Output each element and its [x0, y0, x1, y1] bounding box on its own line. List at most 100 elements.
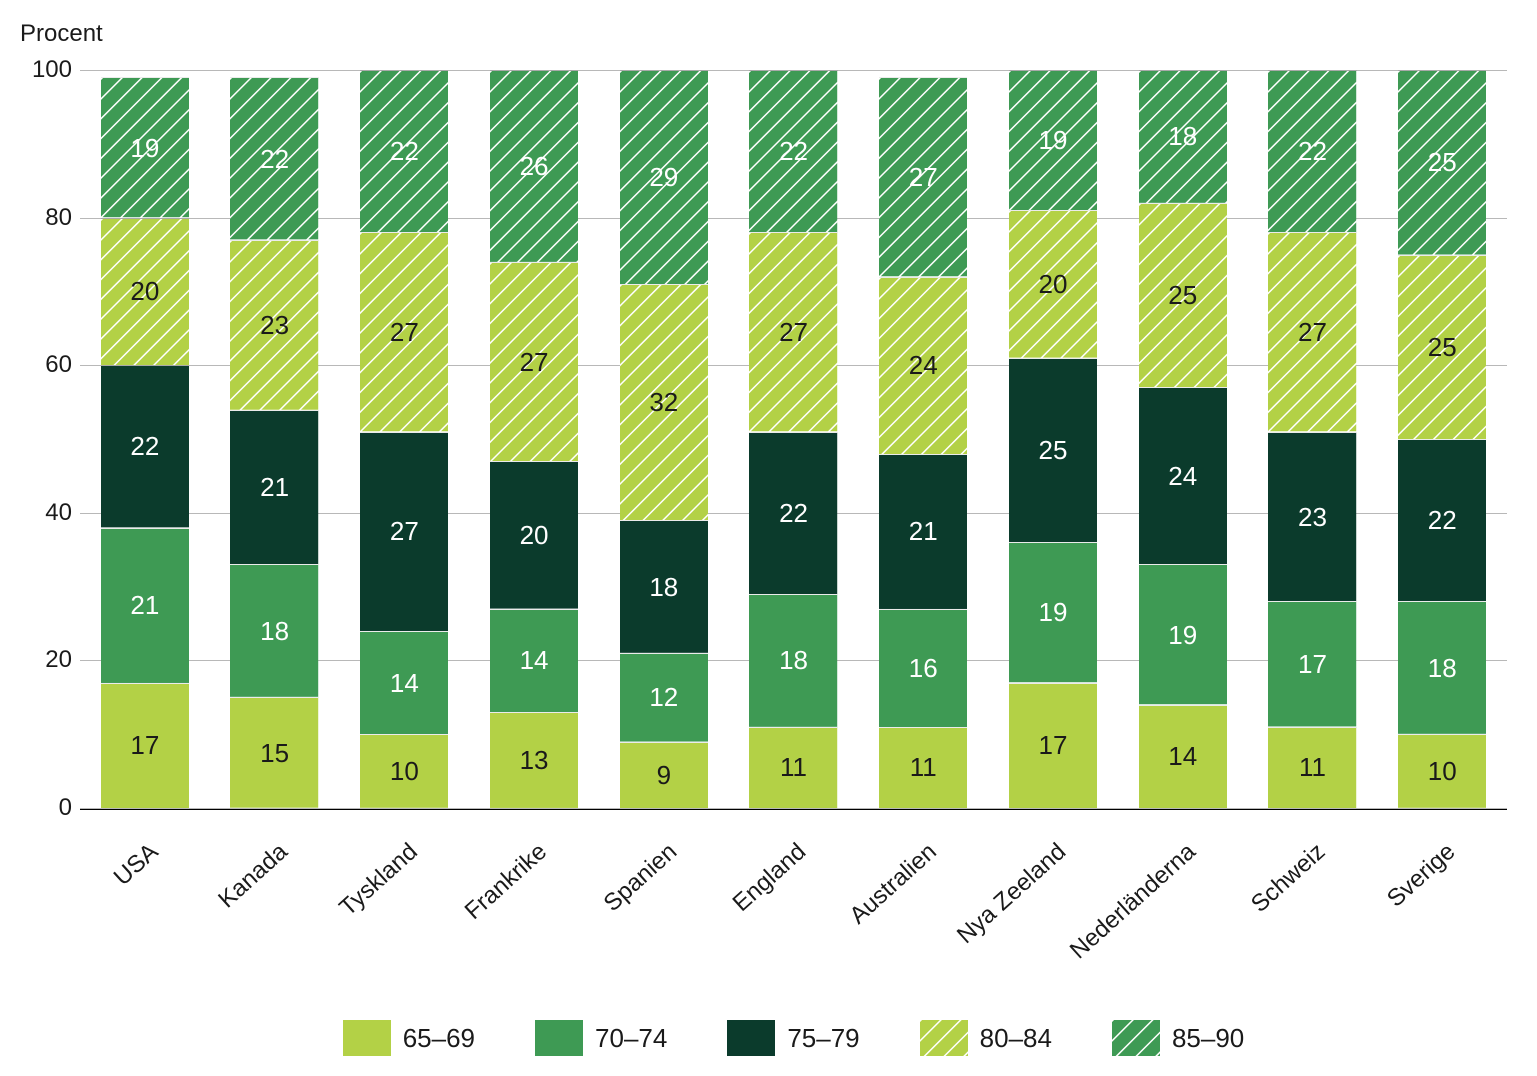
x-axis-labels: USAKanadaTysklandFrankrikeSpanienEngland… [80, 820, 1507, 990]
segment-value: 27 [1298, 317, 1327, 348]
segment-value: 24 [909, 350, 938, 381]
legend-label: 70–74 [595, 1023, 667, 1054]
bar-segment: 11 [879, 727, 967, 808]
plot-area: 1721222019151821232210142727221314202726… [80, 70, 1507, 810]
segment-value: 21 [260, 472, 289, 503]
bar-segment: 25 [1398, 255, 1486, 440]
bars-container: 1721222019151821232210142727221314202726… [80, 70, 1507, 808]
bar-segment: 19 [1139, 564, 1227, 704]
x-tick-label: Tyskland [339, 820, 469, 990]
bar-slot: 9 1218 32 29 [599, 70, 729, 808]
bar-segment: 26 [490, 70, 578, 262]
segment-value: 10 [1428, 756, 1457, 787]
bar-slot: 1719252019 [988, 70, 1118, 808]
segment-value: 27 [520, 347, 549, 378]
bar: 1721222019 [101, 70, 189, 808]
x-tick-label: Kanada [210, 820, 340, 990]
segment-value: 17 [130, 730, 159, 761]
bar-segment: 10 [1398, 734, 1486, 808]
segment-value: 21 [909, 516, 938, 547]
bar: 1117232722 [1268, 70, 1356, 808]
segment-value: 25 [1428, 147, 1457, 178]
bar-slot: 1518212322 [210, 70, 340, 808]
legend-swatch [920, 1020, 968, 1056]
bar: 1518212322 [230, 70, 318, 808]
segment-value: 19 [130, 133, 159, 164]
x-tick-label: Australien [858, 820, 988, 990]
bar-segment: 23 [1268, 432, 1356, 602]
legend-item: 80–84 [920, 1020, 1052, 1056]
bar-segment: 11 [749, 727, 837, 808]
segment-value: 22 [1298, 136, 1327, 167]
segment-value: 22 [390, 136, 419, 167]
bar-slot: 1721222019 [80, 70, 210, 808]
segment-value: 22 [779, 136, 808, 167]
bar: 1014272722 [360, 70, 448, 808]
bar-segment: 19 [1009, 542, 1097, 682]
bar-segment: 17 [1009, 683, 1097, 808]
segment-value: 17 [1298, 649, 1327, 680]
bar-segment: 22 [1268, 70, 1356, 232]
bar-slot: 1116212427 [858, 70, 988, 808]
bar-segment: 27 [490, 262, 578, 461]
bar-segment: 22 [360, 70, 448, 232]
bar-segment: 25 [1398, 70, 1486, 255]
segment-value: 14 [390, 668, 419, 699]
x-tick-label: Spanien [599, 820, 729, 990]
bar-segment: 18 [620, 520, 708, 653]
bar-segment: 27 [749, 232, 837, 431]
bar-segment: 21 [230, 410, 318, 565]
bar-segment: 22 [1398, 439, 1486, 601]
x-tick-label: Sverige [1377, 820, 1507, 990]
segment-value: 32 [649, 387, 678, 418]
bar-segment: 32 [620, 284, 708, 520]
bar: 9 1218 32 29 [620, 70, 708, 808]
legend-swatch [343, 1020, 391, 1056]
segment-value: 18 [260, 616, 289, 647]
segment-value: 16 [909, 653, 938, 684]
segment-value: 18 [1168, 121, 1197, 152]
bar: 1116212427 [879, 70, 967, 808]
bar-segment: 27 [360, 432, 448, 631]
y-tick-label: 20 [30, 646, 72, 674]
bar-segment: 22 [749, 70, 837, 232]
segment-value: 18 [1428, 653, 1457, 684]
segment-value: 14 [1168, 741, 1197, 772]
segment-value: 9 [657, 760, 671, 791]
segment-value: 26 [520, 151, 549, 182]
segment-value: 17 [1039, 730, 1068, 761]
bar-segment: 27 [1268, 232, 1356, 431]
bar-segment: 29 [620, 70, 708, 284]
bar: 10 18 22 25 25 [1398, 70, 1486, 808]
segment-value: 24 [1168, 461, 1197, 492]
bar-segment: 22 [749, 432, 837, 594]
bar-segment: 18 [1398, 601, 1486, 734]
bar-segment: 18 [230, 564, 318, 697]
segment-value: 27 [779, 317, 808, 348]
segment-value: 25 [1428, 332, 1457, 363]
bar-slot: 14 19 24 25 18 [1118, 70, 1248, 808]
bar-segment: 17 [1268, 601, 1356, 726]
bar-segment: 18 [1139, 70, 1227, 203]
segment-value: 13 [520, 745, 549, 776]
segment-value: 19 [1039, 125, 1068, 156]
bar-segment: 19 [101, 77, 189, 217]
segment-value: 11 [780, 752, 807, 783]
legend-label: 80–84 [980, 1023, 1052, 1054]
legend-item: 65–69 [343, 1020, 475, 1056]
bar-slot: 1118222722 [729, 70, 859, 808]
y-tick-label: 60 [30, 351, 72, 379]
y-tick-label: 100 [30, 56, 72, 84]
segment-value: 27 [390, 317, 419, 348]
bar-slot: 1014272722 [339, 70, 469, 808]
legend-swatch [727, 1020, 775, 1056]
bar-slot: 10 18 22 25 25 [1377, 70, 1507, 808]
bar-slot: 1314202726 [469, 70, 599, 808]
bar-slot: 1117232722 [1248, 70, 1378, 808]
x-tick-label: Nya Zeeland [988, 820, 1118, 990]
bar-segment: 18 [749, 594, 837, 727]
bar-segment: 12 [620, 653, 708, 742]
segment-value: 14 [520, 645, 549, 676]
segment-value: 23 [1298, 502, 1327, 533]
segment-value: 25 [1168, 280, 1197, 311]
